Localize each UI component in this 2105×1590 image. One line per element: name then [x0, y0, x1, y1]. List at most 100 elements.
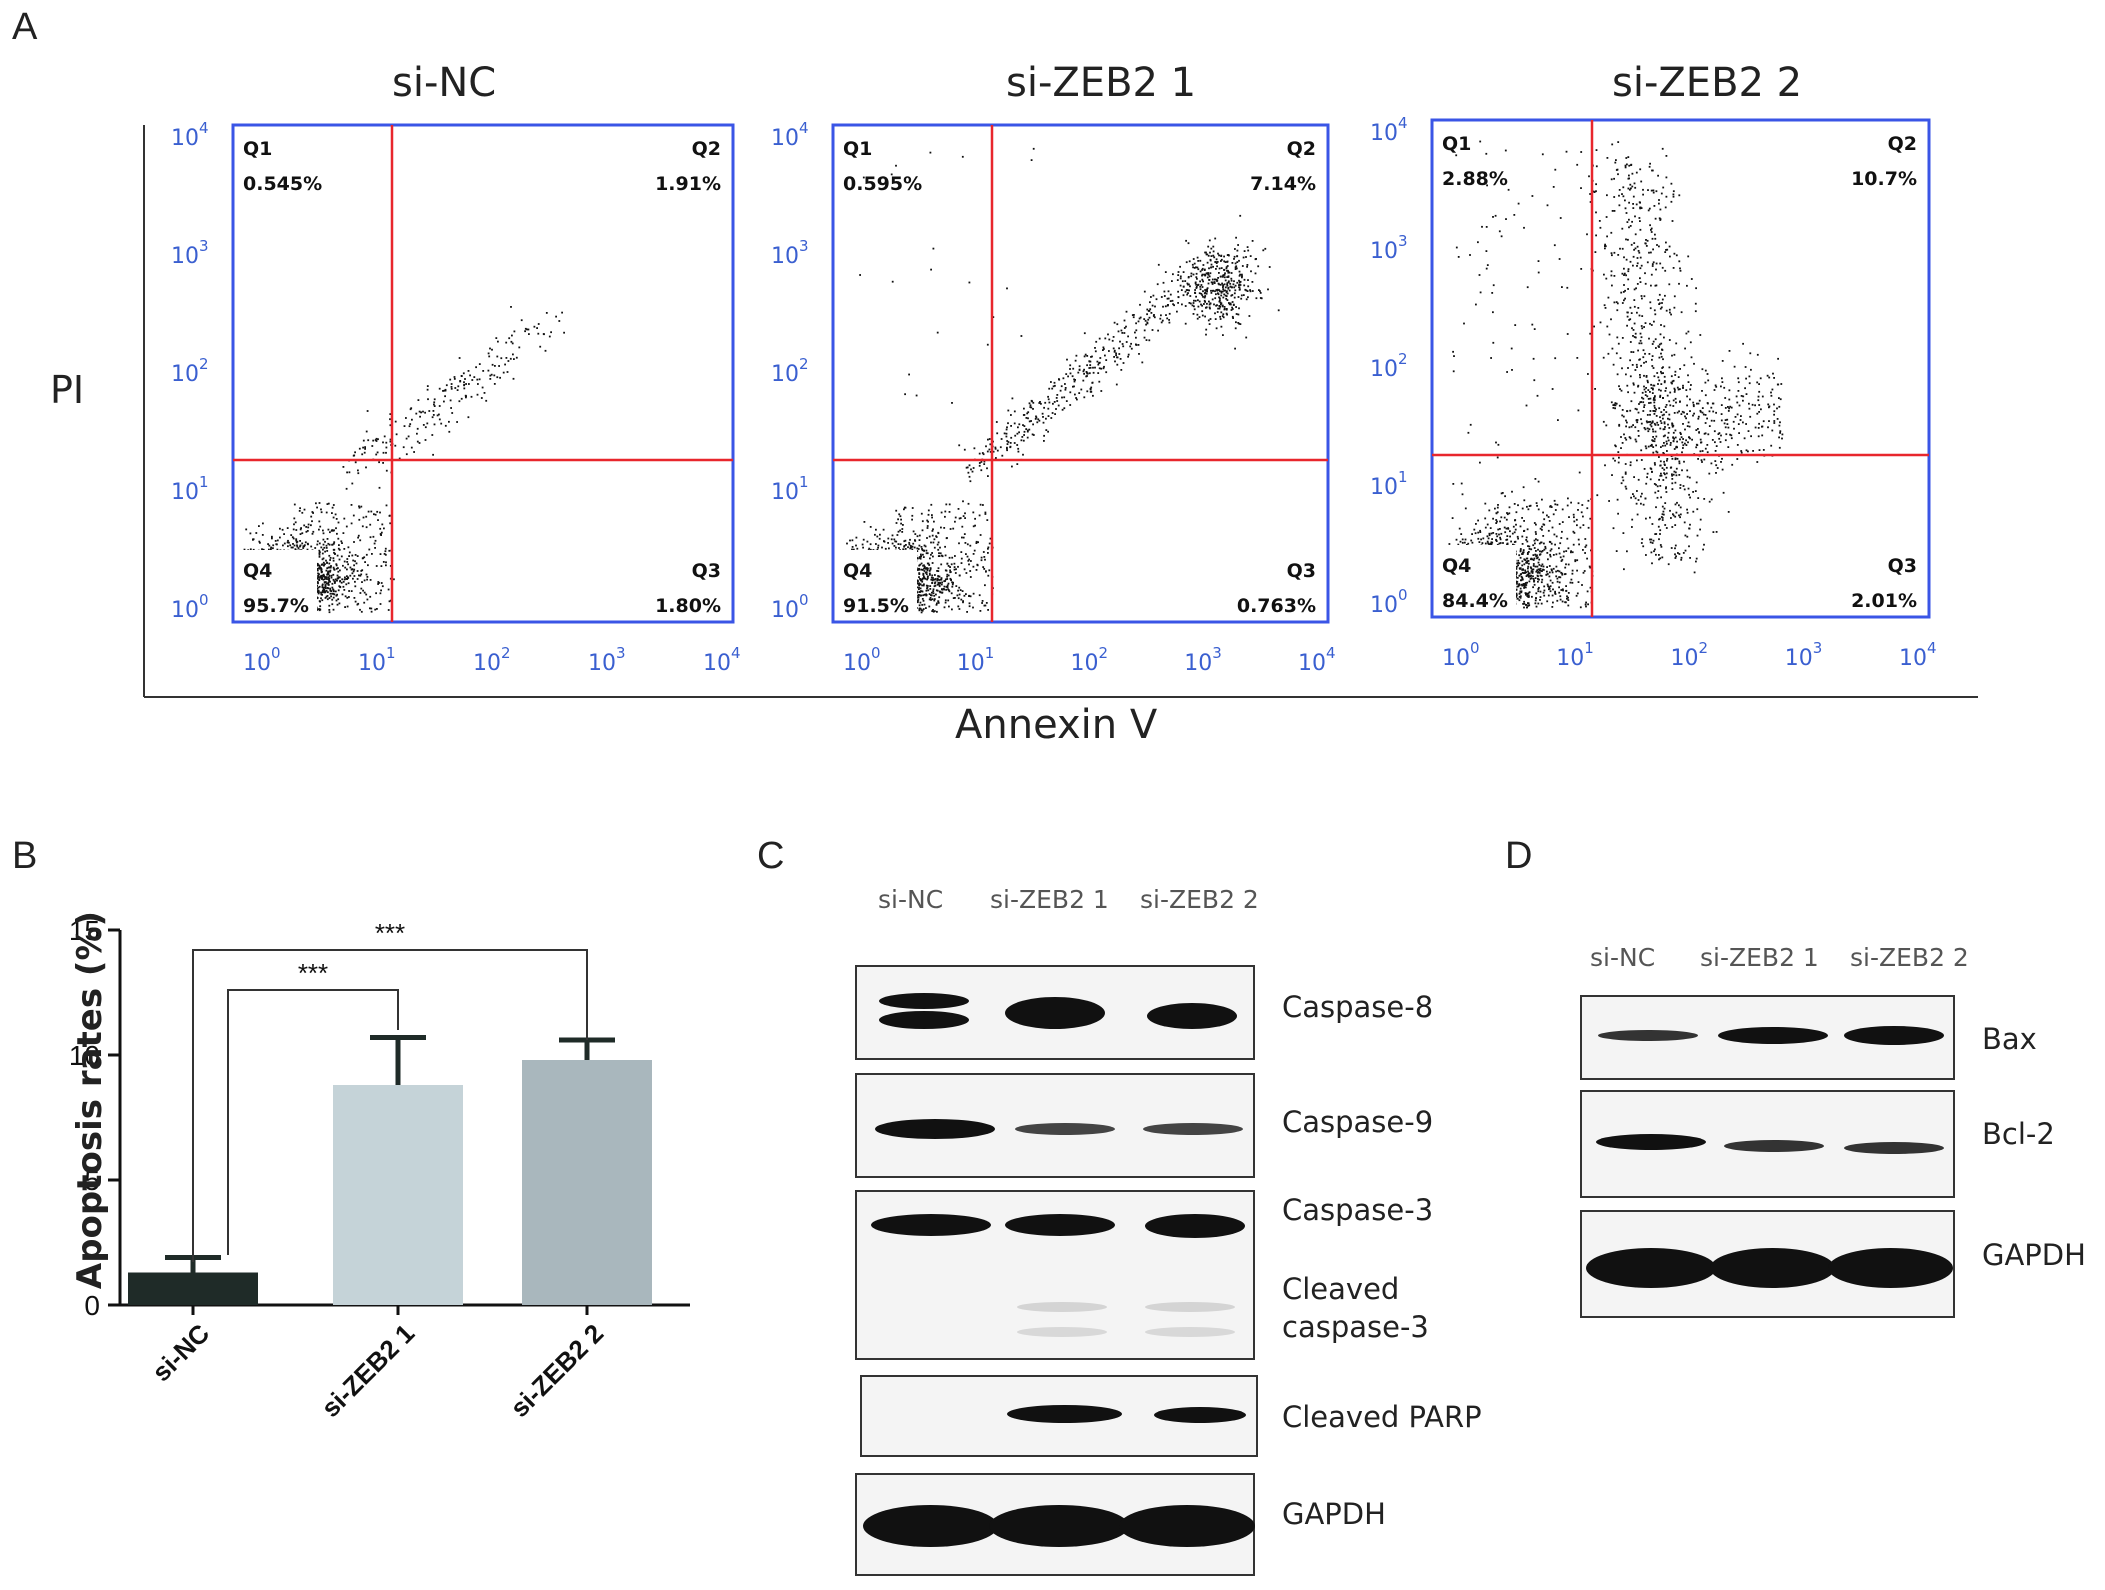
flow-quadrant-name: Q2 [1287, 138, 1316, 160]
flow-x-tick: 102 [473, 644, 511, 676]
blot-d-lane-si-zeb2-2: si-ZEB2 2 [1850, 943, 1969, 972]
flow-plot-box [231, 123, 735, 624]
flow-x-tick: 104 [1899, 639, 1937, 671]
flow-dots-1 [838, 147, 1280, 616]
flow-quadrant-name: Q4 [843, 560, 872, 582]
flow-x-tick: 100 [243, 644, 281, 676]
flow-quadrant-name: Q1 [843, 138, 872, 160]
flow-quadrant-percent: 0.595% [843, 173, 922, 195]
flow-y-tick: 103 [1370, 232, 1408, 264]
flow-y-tick: 101 [771, 473, 809, 505]
flow-x-tick: 102 [1671, 639, 1709, 671]
flow-quadrant-percent: 0.763% [1237, 595, 1316, 617]
blot-c-lane-si-zeb2-1: si-ZEB2 1 [990, 885, 1109, 914]
flow-title-si-zeb2-2: si-ZEB2 2 [1612, 60, 1803, 106]
flow-x-tick: 104 [703, 644, 741, 676]
flow-x-axis-label: Annexin V [955, 702, 1158, 748]
flow-plot-box [831, 123, 1330, 624]
flow-quadrant-name: Q3 [1287, 560, 1316, 582]
significance-label: *** [298, 958, 328, 988]
flow-y-tick: 102 [171, 355, 209, 387]
flow-x-tick: 100 [1442, 639, 1480, 671]
blot-d-bax [1580, 995, 1955, 1080]
blot-d-label-bcl2: Bcl-2 [1982, 1117, 2055, 1151]
flow-plot-0: Q1 0.545% Q2 1.91% Q3 1.80% Q4 95.7% 100 100 101 10… [171, 119, 741, 676]
blot-d-lane-si-nc: si-NC [1590, 943, 1656, 972]
flow-title-si-nc: si-NC [392, 60, 497, 106]
bar-x-tick-label: si-ZEB2 1 [315, 1318, 420, 1423]
blot-c-lane-si-zeb2-2: si-ZEB2 2 [1140, 885, 1259, 914]
flow-quadrant-percent: 91.5% [843, 595, 909, 617]
flow-quadrant-percent: 1.80% [655, 595, 721, 617]
flow-quadrant-percent: 1.91% [655, 173, 721, 195]
bar-1 [333, 1085, 463, 1305]
flow-quadrant-name: Q3 [692, 560, 721, 582]
flow-x-tick: 103 [588, 644, 626, 676]
flow-x-tick: 101 [1556, 639, 1594, 671]
flow-plot-2: Q1 2.88% Q2 10.7% Q3 2.01% Q4 84.4% 100 100 101 101… [1370, 114, 1937, 671]
blot-d-bcl2 [1580, 1090, 1955, 1198]
flow-quadrant-percent: 2.88% [1442, 168, 1508, 190]
flow-x-tick: 103 [1184, 644, 1222, 676]
flow-y-tick: 102 [1370, 350, 1408, 382]
flow-quadrant-percent: 84.4% [1442, 590, 1508, 612]
flow-x-tick: 102 [1071, 644, 1109, 676]
flow-cytometry-panel: Q1 0.545% Q2 1.91% Q3 1.80% Q4 95.7% 100 100 101 10… [143, 114, 1978, 698]
flow-y-tick: 102 [771, 355, 809, 387]
flow-plot-1: Q1 0.595% Q2 7.14% Q3 0.763% Q4 91.5% 100 100 101 1… [771, 119, 1336, 676]
flow-y-tick: 100 [771, 591, 809, 623]
flow-y-tick: 101 [1370, 468, 1408, 500]
flow-quadrant-name: Q3 [1888, 555, 1917, 577]
blot-d-gapdh [1580, 1210, 1955, 1318]
flow-dots-2 [1437, 140, 1784, 611]
flow-q4-bg [835, 550, 917, 620]
flow-quadrant-name: Q1 [243, 138, 272, 160]
flow-x-tick: 101 [358, 644, 396, 676]
flow-x-tick: 104 [1298, 644, 1336, 676]
flow-q4-bg [235, 550, 317, 620]
flow-quadrant-name: Q4 [1442, 555, 1471, 577]
blot-c-label-caspase9: Caspase-9 [1282, 1105, 1434, 1139]
flow-quadrant-percent: 7.14% [1250, 173, 1316, 195]
flow-quadrant-percent: 2.01% [1851, 590, 1917, 612]
flow-x-tick: 100 [843, 644, 881, 676]
blot-c-label-cleaved3-line1: Cleaved [1282, 1272, 1400, 1306]
blot-d-lane-si-zeb2-1: si-ZEB2 1 [1700, 943, 1819, 972]
flow-q4-bg [1434, 545, 1516, 615]
blot-d-label-bax: Bax [1982, 1022, 2037, 1056]
blot-c-label-caspase3: Caspase-3 [1282, 1193, 1434, 1227]
significance-bracket [192, 949, 588, 1262]
bar-x-tick-label: si-NC [146, 1318, 215, 1387]
significance-bracket [227, 989, 399, 1255]
flow-y-tick: 103 [771, 237, 809, 269]
blot-c-label-cleaved-parp: Cleaved PARP [1282, 1400, 1482, 1434]
blot-c-caspase3 [855, 1190, 1255, 1360]
flow-y-tick: 104 [171, 119, 209, 151]
flow-y-tick: 100 [1370, 586, 1408, 618]
flow-title-si-zeb2-1: si-ZEB2 1 [1006, 60, 1197, 106]
bar-x-tick-label: si-ZEB2 2 [504, 1318, 609, 1423]
flow-quadrant-percent: 95.7% [243, 595, 309, 617]
blot-d-label-gapdh: GAPDH [1982, 1238, 2086, 1272]
blot-c-caspase9 [855, 1073, 1255, 1178]
bar-2 [522, 1060, 652, 1305]
panel-letter-b: B [12, 835, 38, 877]
bar-y-axis-label: Apoptosis rates (%) [70, 910, 110, 1290]
flow-x-tick: 103 [1785, 639, 1823, 671]
blot-c-label-cleaved3-line2: caspase-3 [1282, 1310, 1429, 1344]
panel-letter-a: A [12, 6, 38, 48]
flow-y-tick: 101 [171, 473, 209, 505]
flow-y-axis-label: PI [50, 368, 85, 412]
blot-c-label-gapdh: GAPDH [1282, 1497, 1386, 1531]
flow-quadrant-name: Q2 [1888, 133, 1917, 155]
blot-c-cleaved-parp [860, 1375, 1258, 1457]
bar-0 [128, 1272, 258, 1305]
panel-letter-c: C [757, 835, 785, 877]
flow-quadrant-name: Q2 [692, 138, 721, 160]
blot-c-lane-si-nc: si-NC [878, 885, 944, 914]
flow-quadrant-percent: 10.7% [1851, 168, 1917, 190]
panel-letter-d: D [1505, 835, 1533, 877]
flow-quadrant-name: Q4 [243, 560, 272, 582]
flow-y-tick: 103 [171, 237, 209, 269]
flow-plot-box [1430, 118, 1931, 619]
